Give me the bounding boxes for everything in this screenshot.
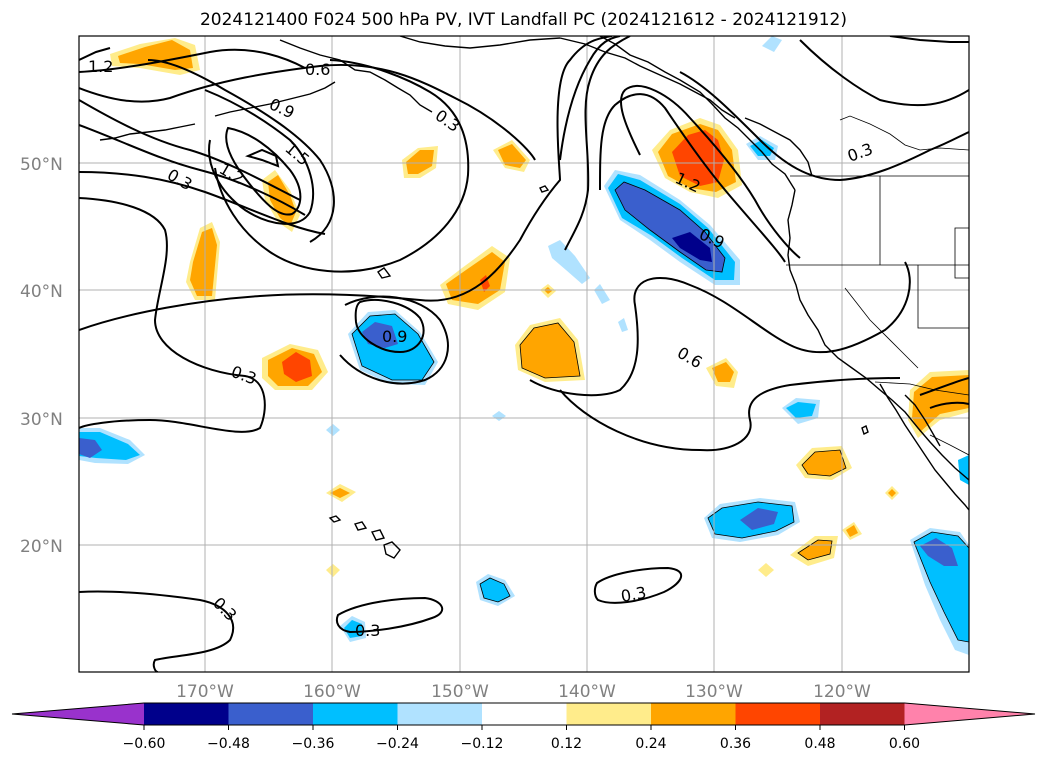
colorbar-segment (651, 703, 736, 725)
colorbar-segment (313, 703, 398, 725)
contour-label: 1.2 (88, 57, 113, 76)
colorbar-segment (566, 703, 651, 725)
contour-label: 0.3 (619, 583, 647, 606)
lon-tick-label: 170°W (176, 682, 234, 702)
gridlines (79, 36, 969, 672)
filled-anomalies (79, 36, 969, 655)
colorbar-tick-label: −0.12 (461, 736, 504, 752)
lon-tick-label: 160°W (303, 682, 361, 702)
colorbar-tick-label: 0.12 (551, 736, 582, 752)
colorbar-segment (735, 703, 820, 725)
colorbar-extend-high (904, 703, 1035, 725)
lat-tick-label: 50°N (20, 155, 63, 175)
colorbar-tick-label: −0.60 (123, 736, 166, 752)
colorbar-tick-label: −0.36 (292, 736, 335, 752)
pv-contours (79, 36, 969, 672)
colorbar-tick-label: 0.36 (720, 736, 751, 752)
colorbar-segment (144, 703, 229, 725)
colorbar-segment (482, 703, 567, 725)
lat-tick-label: 30°N (20, 410, 63, 430)
colorbar-tick-label: 0.48 (804, 736, 835, 752)
map-border (78, 35, 970, 673)
colorbar-tick-label: −0.48 (207, 736, 250, 752)
lat-tick-label: 40°N (20, 282, 63, 302)
contour-label: 0.9 (382, 327, 407, 346)
anomaly-outlines (351, 181, 969, 643)
colorbar: −0.60 −0.48 −0.36 −0.24 −0.12 0.12 0.24 … (11, 702, 1036, 752)
lon-tick-label: 150°W (431, 682, 489, 702)
political-borders (786, 115, 969, 456)
contour-label: 0.6 (305, 60, 330, 79)
lon-tick-labels: 170°W 160°W 150°W 140°W 130°W 120°W (176, 682, 871, 702)
colorbar-tick-label: −0.24 (376, 736, 419, 752)
colorbar-tick-label: 0.24 (635, 736, 666, 752)
colorbar-segment (228, 703, 313, 725)
colorbar-tick-label: 0.60 (889, 736, 920, 752)
map-title: 2024121400 F024 500 hPa PV, IVT Landfall… (199, 10, 847, 30)
lat-tick-labels: 50°N 40°N 30°N 20°N (20, 155, 63, 557)
contour-label: 0.3 (355, 621, 380, 640)
colorbar-extend-low (12, 703, 144, 725)
colorbar-segment (820, 703, 905, 725)
lon-tick-label: 140°W (558, 682, 616, 702)
lat-tick-label: 20°N (20, 537, 63, 557)
colorbar-segment (397, 703, 482, 725)
lon-tick-label: 120°W (813, 682, 871, 702)
lon-tick-label: 130°W (685, 682, 743, 702)
